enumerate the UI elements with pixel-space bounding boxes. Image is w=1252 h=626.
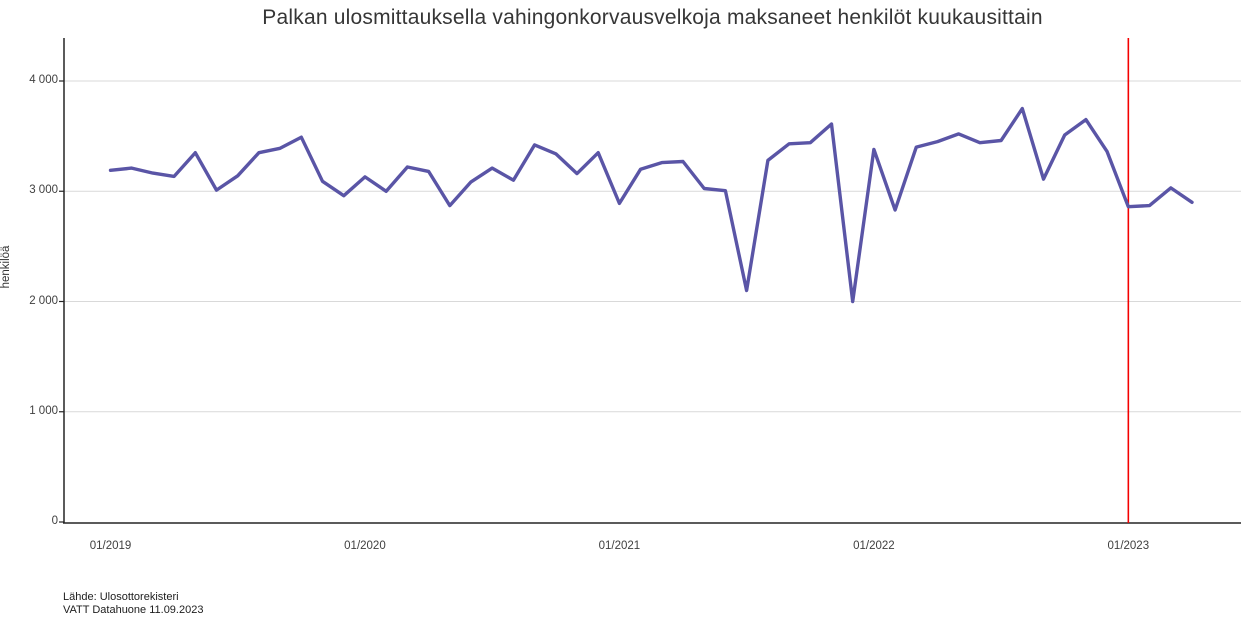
y-axis-title: henkilöä [0,245,12,289]
x-tick-label-01-2023: 01/2023 [1107,540,1150,552]
x-tick-label-01-2022: 01/2022 [853,540,895,552]
x-tick-label-01-2020: 01/2020 [344,540,386,552]
y-tick-label-4000: 4 000 [29,74,58,86]
y-tick-label-1000: 1 000 [29,404,58,417]
y-tick-label-3000: 3 000 [29,184,58,197]
data-line-henkilöä [108,106,1194,304]
y-tick-label-2000: 2 000 [29,294,58,307]
source-line: Lähde: Ulosottorekisteri [63,591,179,603]
x-tick-label-01-2021: 01/2021 [598,540,641,552]
source-note: Lähde: Ulosottorekisteri VATT Datahuone … [63,591,203,617]
y-tick-label-0: 0 [51,515,58,527]
date-line: VATT Datahuone 11.09.2023 [63,604,204,616]
chart-title: Palkan ulosmittauksella vahingonkorvausv… [262,6,1043,29]
x-tick-label-01-2019: 01/2019 [89,540,132,552]
